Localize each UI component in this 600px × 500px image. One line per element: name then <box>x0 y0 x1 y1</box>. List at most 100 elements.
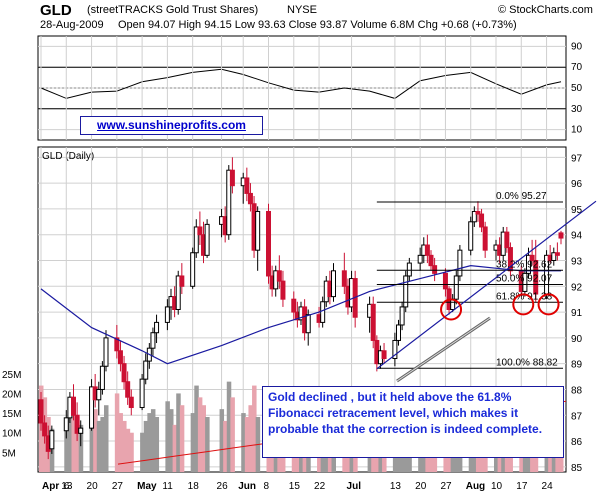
website-link[interactable]: www.sunshineprofits.com <box>97 118 246 132</box>
candle-body <box>320 301 326 323</box>
candle-body <box>89 386 95 429</box>
candle-body <box>193 226 199 254</box>
volume-bar <box>147 413 152 472</box>
candle-body <box>428 254 434 267</box>
candle-body <box>71 396 76 416</box>
volume-bar <box>143 420 149 472</box>
x-tick-label: 10 <box>491 481 503 492</box>
fib-level-label: 38.2% 92.62 <box>496 259 553 270</box>
volume-bar <box>71 405 76 472</box>
axis-labels: Apr 613 20 27 May 11 18 26 Jun 8 15 22 Jul 13 20 27 Aug 1… <box>2 370 553 492</box>
volume-tick-label: 20M <box>2 389 21 400</box>
fib-level-label: 0.0% 95.27 <box>496 191 547 202</box>
volume-bar <box>176 393 181 472</box>
x-tick-label: 27 <box>112 481 124 492</box>
candle-body <box>121 363 127 383</box>
candle-body <box>331 270 336 298</box>
rsi-line <box>40 68 562 99</box>
x-tick-label: 8 <box>264 481 270 492</box>
volume-bar <box>219 409 225 472</box>
volume-bar <box>96 420 102 472</box>
volume-bar <box>201 405 206 472</box>
ohlc-summary: Open 94.07 High 94.15 Low 93.63 Close 93… <box>118 19 517 31</box>
volume-bar <box>100 417 105 472</box>
fib-level-label: 61.8% 91.38 <box>496 291 553 302</box>
price-tick-label: 85 <box>571 463 583 474</box>
candle-body <box>280 280 286 300</box>
candle-body <box>424 244 430 256</box>
volume-bar <box>122 420 127 472</box>
candle-body <box>370 303 376 341</box>
fib-level-label: 50.0% 92.07 <box>496 273 553 284</box>
candle-body <box>175 275 181 311</box>
price-tick-label: 88 <box>571 385 583 396</box>
candle-body <box>432 265 438 274</box>
volume-bar <box>241 413 246 472</box>
volume-bar <box>118 413 123 472</box>
candle-body <box>442 272 448 290</box>
volume-bar <box>67 413 73 472</box>
x-tick-label: 20 <box>415 481 427 492</box>
x-tick-label: May <box>137 481 157 492</box>
volume-bar <box>244 417 250 472</box>
price-panel-title: GLD (Daily) <box>42 151 94 162</box>
rsi-tick-label: 50 <box>571 83 583 94</box>
rsi-tick-label: 90 <box>571 41 583 52</box>
candle-body <box>96 388 102 401</box>
candle-body <box>392 339 398 360</box>
candle-body <box>99 365 105 390</box>
volume-bar <box>150 409 156 472</box>
highlight-circle <box>537 293 560 316</box>
candle-body <box>403 275 409 308</box>
price-candles <box>38 157 564 460</box>
candle-body <box>482 226 488 251</box>
candle-body <box>526 254 531 274</box>
rsi-tick-label: 30 <box>571 104 583 115</box>
price-tick-label: 89 <box>571 360 583 371</box>
highlight-circle <box>512 293 535 316</box>
candle-body <box>471 210 477 223</box>
price-tick-label: 97 <box>571 153 583 164</box>
volume-bar <box>252 385 257 472</box>
moving-average-line <box>40 265 561 365</box>
candle-body <box>504 231 510 249</box>
candle-body <box>255 210 261 251</box>
candle-body <box>305 314 311 334</box>
x-tick-label: 6 <box>64 481 70 492</box>
volume-bar <box>205 417 210 472</box>
x-tick-label: 15 <box>289 481 301 492</box>
candle-body <box>128 396 134 409</box>
candle-body <box>453 275 459 300</box>
price-tick-label: 93 <box>571 256 583 267</box>
candle-body <box>276 270 282 282</box>
x-tick-label: Aug <box>466 481 485 492</box>
volume-tick-label: 15M <box>2 409 21 420</box>
price-tick-label: 86 <box>571 437 583 448</box>
price-tick-label: 91 <box>571 308 583 319</box>
candle-body <box>381 350 387 360</box>
candle-body <box>63 417 69 432</box>
volume-bar <box>140 432 145 472</box>
volume-bar <box>114 393 120 472</box>
x-tick-label: 26 <box>217 481 229 492</box>
candle-body <box>468 221 474 251</box>
x-tick-label: 18 <box>188 481 200 492</box>
candle-body <box>42 422 48 437</box>
candle-body <box>204 223 210 256</box>
volume-bar <box>179 405 185 472</box>
x-tick-label: 13 <box>390 481 402 492</box>
candle-body <box>197 226 203 236</box>
candle-body <box>457 249 463 277</box>
x-tick-label: 22 <box>314 481 326 492</box>
candle-body <box>396 324 401 341</box>
rsi-tick-label: 10 <box>571 125 583 136</box>
price-tick-label: 95 <box>571 205 583 216</box>
volume-tick-label: 5M <box>2 448 16 459</box>
volume-bar <box>89 413 95 472</box>
volume-bar <box>129 432 134 472</box>
candle-body <box>479 213 485 228</box>
candle-body <box>266 210 271 277</box>
candle-body <box>551 252 557 261</box>
candle-body <box>103 337 109 367</box>
price-tick-label: 96 <box>571 179 583 190</box>
